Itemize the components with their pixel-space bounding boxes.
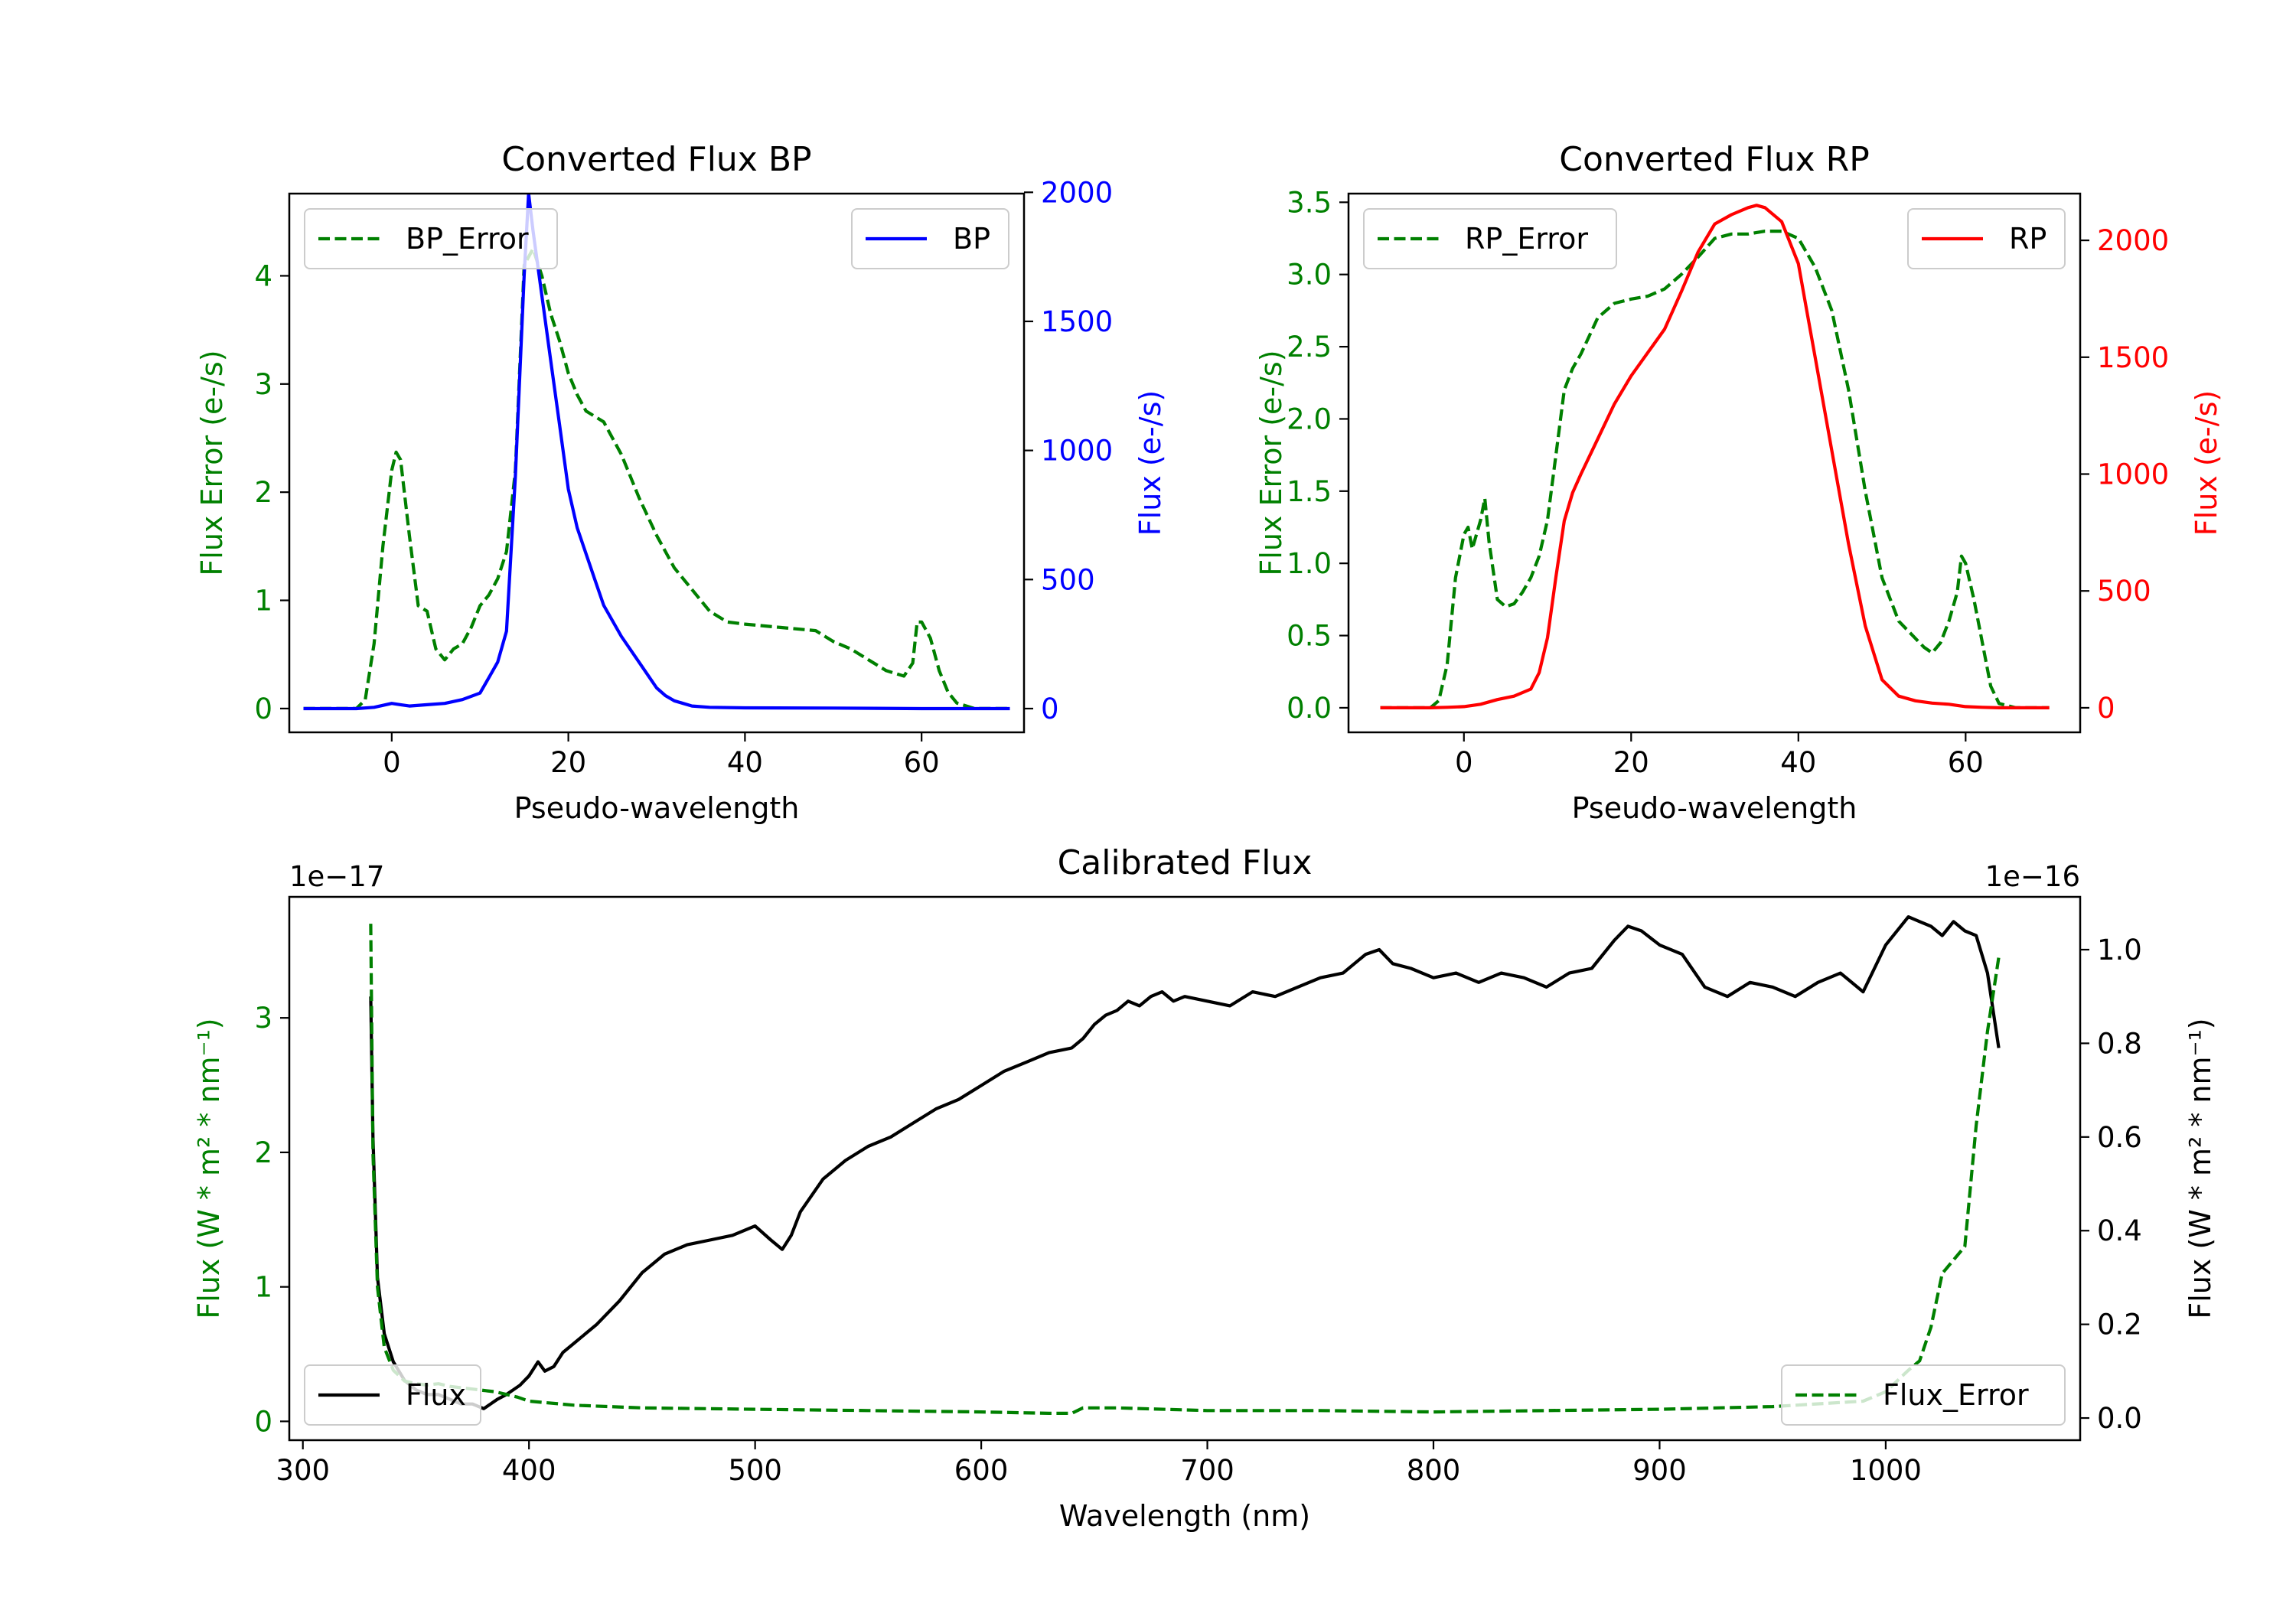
y-left-axis-label: Flux (W * m² * nm⁻¹) xyxy=(192,1018,226,1319)
series-group xyxy=(369,915,2001,1415)
series-group xyxy=(303,194,1010,711)
x-tick-label: 1000 xyxy=(1850,1454,1922,1487)
y-left-tick-label: 3.0 xyxy=(1287,259,1332,292)
y-left-tick-label: 3 xyxy=(254,1002,272,1035)
series-line-bp xyxy=(303,194,1010,711)
y-right-tick-label: 2000 xyxy=(1041,176,1113,209)
chart-title: Converted Flux RP xyxy=(1559,140,1870,179)
y-right-tick-label: 0.2 xyxy=(2097,1309,2142,1341)
y-right-tick-label: 0.6 xyxy=(2097,1121,2142,1154)
legend-left: RP_Error xyxy=(1363,208,1617,269)
x-tick-label: 40 xyxy=(727,746,763,779)
y-right-tick-label: 500 xyxy=(1041,563,1095,596)
y-right-tick-label: 0 xyxy=(2097,692,2115,725)
x-tick-label: 900 xyxy=(1632,1454,1687,1487)
legend-label: BP xyxy=(953,222,990,256)
chart-calibrated-flux: 300 400 500 600 700 800 900 1000 0 1 2 3 0.0 0.2 0.4 0.… xyxy=(192,843,2217,1533)
y-left-tick-label: 1 xyxy=(254,585,272,618)
y-left-tick-label: 3 xyxy=(254,368,272,401)
y-left-tick-label: 1.5 xyxy=(1287,475,1332,508)
x-tick-label: 20 xyxy=(550,746,586,779)
x-tick-label: 40 xyxy=(1780,746,1816,779)
y-left-offset-label: 1e−17 xyxy=(289,860,384,893)
y-left-axis-label: Flux Error (e-/s) xyxy=(195,350,229,575)
y-left-tick-label: 2 xyxy=(254,476,272,509)
y-right-tick-label: 0.4 xyxy=(2097,1214,2142,1247)
legend-left: BP_Error xyxy=(304,208,558,269)
y-left-tick-label: 2.5 xyxy=(1287,331,1332,363)
x-tick-label: 600 xyxy=(954,1454,1009,1487)
y-left-tick-label: 0 xyxy=(254,1405,272,1438)
legend-right: Flux_Error xyxy=(1781,1364,2066,1426)
legend-left: Flux xyxy=(304,1364,481,1426)
x-axis-label: Pseudo-wavelength xyxy=(1572,791,1857,825)
x-tick-label: 0 xyxy=(1455,746,1473,779)
legend-right: RP xyxy=(1907,208,2066,269)
y-right-tick-label: 1000 xyxy=(2097,458,2169,491)
y-right-axis-label: Flux (e-/s) xyxy=(2190,390,2223,536)
x-tick-label: 20 xyxy=(1613,746,1649,779)
axes-frame xyxy=(288,192,1026,734)
y-left-tick-label: 2.0 xyxy=(1287,403,1332,435)
series-line-rp-error xyxy=(1380,230,2050,709)
y-right-tick-label: 0.0 xyxy=(2097,1402,2142,1435)
legend-label: RP_Error xyxy=(1465,222,1588,256)
y-right-tick-label: 500 xyxy=(2097,575,2151,608)
y-right-axis-label: Flux (W * m² * nm⁻¹) xyxy=(2183,1018,2217,1319)
series-line-bp-error xyxy=(303,247,1010,710)
axes-frame xyxy=(288,895,2082,1442)
series-line-flux-error xyxy=(369,924,2001,1415)
y-right-tick-label: 1500 xyxy=(1041,305,1113,338)
x-tick-label: 60 xyxy=(1948,746,1984,779)
y-left-tick-label: 0.0 xyxy=(1287,692,1332,725)
x-tick-label: 300 xyxy=(276,1454,330,1487)
x-axis-label: Pseudo-wavelength xyxy=(514,791,800,825)
series-line-rp xyxy=(1380,204,2050,709)
y-right-axis-label: Flux (e-/s) xyxy=(1133,390,1167,536)
chart-converted-flux-rp: 0 20 40 60 0.0 0.5 1.0 1.5 2.0 2.5 3.0 3.5 0 500 1000 1… xyxy=(1254,140,2223,825)
y-right-offset-label: 1e−16 xyxy=(1985,860,2080,893)
x-tick-label: 700 xyxy=(1180,1454,1234,1487)
y-left-tick-label: 4 xyxy=(254,259,272,292)
x-tick-label: 60 xyxy=(904,746,940,779)
y-left-axis-label: Flux Error (e-/s) xyxy=(1254,350,1288,575)
y-right-tick-label: 1.0 xyxy=(2097,934,2142,966)
y-left-tick-label: 1.0 xyxy=(1287,547,1332,580)
legend-label: RP xyxy=(2009,222,2047,256)
x-tick-label: 0 xyxy=(383,746,401,779)
y-right-tick-label: 2000 xyxy=(2097,224,2169,257)
y-left-tick-label: 3.5 xyxy=(1287,186,1332,219)
y-left-tick-label: 1 xyxy=(254,1271,272,1304)
y-left-tick-label: 0 xyxy=(254,693,272,725)
axes-frame xyxy=(1347,192,2082,734)
series-line-flux xyxy=(369,915,2001,1410)
x-tick-label: 500 xyxy=(728,1454,782,1487)
chart-title: Converted Flux BP xyxy=(501,140,811,179)
y-right-tick-label: 0.8 xyxy=(2097,1027,2142,1060)
x-tick-label: 400 xyxy=(502,1454,556,1487)
x-axis-label: Wavelength (nm) xyxy=(1059,1499,1310,1533)
legend-label: Flux_Error xyxy=(1883,1378,2029,1412)
y-right-tick-label: 1500 xyxy=(2097,341,2169,374)
legend-right: BP xyxy=(851,208,1009,269)
legend-label: Flux xyxy=(406,1378,466,1412)
y-right-tick-label: 1000 xyxy=(1041,435,1113,468)
y-left-tick-label: 2 xyxy=(254,1136,272,1169)
x-tick-label: 800 xyxy=(1407,1454,1461,1487)
chart-title: Calibrated Flux xyxy=(1058,843,1313,882)
y-right-tick-label: 0 xyxy=(1041,693,1059,725)
series-group xyxy=(1380,204,2050,709)
y-left-tick-label: 0.5 xyxy=(1287,620,1332,653)
legend-label: BP_Error xyxy=(406,222,529,256)
